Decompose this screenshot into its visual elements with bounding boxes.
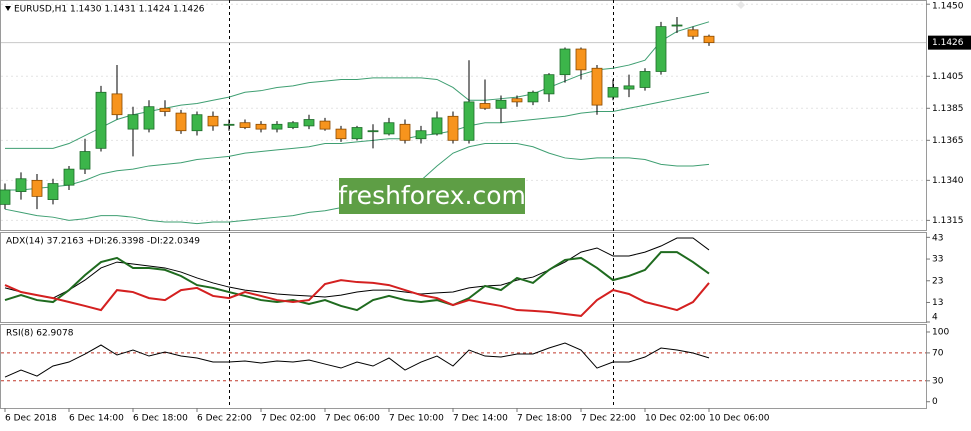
y-tick-label: 33 — [932, 255, 943, 265]
indicator-line — [4, 251, 710, 312]
candle-body — [415, 130, 427, 140]
main-panel — [0, 0, 927, 231]
y-tick-label: 30 — [932, 376, 944, 386]
corner-icon — [737, 1, 745, 9]
candle-body — [319, 120, 331, 130]
watermark-box — [339, 178, 525, 214]
x-tick-label: 7 Dec 02:00 — [261, 414, 316, 424]
candle-body — [207, 115, 219, 127]
candle-body — [47, 183, 59, 200]
candle-body — [527, 91, 539, 103]
candle-body — [479, 103, 491, 109]
candle-body — [511, 98, 523, 103]
x-tick-label: 6 Dec 22:00 — [197, 414, 252, 424]
candle-body — [95, 91, 107, 149]
candle-body — [303, 119, 315, 127]
band-line — [5, 91, 710, 191]
x-tick-label: 6 Dec 2018 — [5, 414, 57, 424]
candle-body — [655, 26, 667, 72]
candle-body — [671, 24, 683, 27]
candle-body — [639, 71, 651, 88]
watermark: freshforex.com — [338, 181, 526, 210]
candle-body — [367, 130, 379, 133]
y-tick-label: 70 — [932, 348, 944, 358]
candle-body — [335, 128, 347, 140]
candle-body — [127, 114, 139, 130]
candle-body — [575, 48, 587, 71]
x-tick-label: 6 Dec 18:00 — [133, 414, 188, 424]
candle-body — [607, 87, 619, 98]
indicator-line — [4, 237, 710, 299]
candle-body — [63, 168, 75, 186]
candle-body — [271, 123, 283, 130]
candle-body — [591, 67, 603, 106]
x-tick-label: 7 Dec 14:00 — [453, 414, 508, 424]
price-tag-label: 1.1426 — [932, 38, 964, 48]
candle-body — [31, 179, 43, 197]
x-tick-label: 7 Dec 22:00 — [581, 414, 636, 424]
candle-body — [143, 106, 155, 130]
y-tick-label: 43 — [932, 234, 943, 244]
candle-body — [447, 115, 459, 141]
y-tick-label: 100 — [932, 327, 949, 337]
candle-body — [0, 189, 11, 205]
candle-body — [495, 99, 507, 109]
candle-body — [351, 127, 363, 140]
y-tick-label: 0 — [932, 397, 938, 407]
y-tick-label: 1.1405 — [932, 72, 964, 82]
candle-body — [239, 122, 251, 128]
x-tick-label: 7 Dec 10:00 — [389, 414, 444, 424]
adx-title: ADX(14) 37.2163 +DI:26.3398 -DI:22.0349 — [6, 237, 200, 247]
candle-body — [159, 107, 171, 112]
y-tick-label: 1.1340 — [932, 176, 964, 186]
candle-body — [287, 122, 299, 128]
x-tick-label: 6 Dec 14:00 — [69, 414, 124, 424]
marks: 1.1450 1.1405 1.1385 1.1365 1.1340 1.1315 1.14… — [0, 2, 971, 424]
menu-arrow[interactable] — [5, 6, 11, 11]
candle-body — [383, 122, 395, 135]
y-tick-label: 1.1385 — [932, 104, 964, 114]
candle-body — [559, 48, 571, 76]
candle-body — [175, 112, 187, 132]
candle-body — [463, 101, 475, 141]
candle-body — [111, 93, 123, 116]
y-tick-label: 1.1365 — [932, 136, 964, 146]
y-tick-label: 13 — [932, 298, 943, 308]
candle-body — [687, 29, 699, 37]
candle-body — [223, 123, 235, 126]
y-tick-label: 1.1450 — [932, 2, 964, 12]
x-tick-label: 10 Dec 06:00 — [709, 414, 770, 424]
candle-body — [15, 178, 27, 192]
candle-body — [623, 85, 635, 90]
adx-panel — [0, 232, 927, 323]
price-tag — [928, 35, 971, 50]
x-tick-label: 7 Dec 18:00 — [517, 414, 572, 424]
candle-body — [703, 35, 715, 44]
indicator-line — [4, 342, 710, 378]
candle-body — [79, 151, 91, 170]
y-tick-label: 4 — [932, 313, 938, 323]
rsi-title: RSI(8) 62.9078 — [6, 329, 74, 339]
y-tick-label: 1.1315 — [932, 216, 964, 226]
indicator-line — [4, 279, 710, 317]
candle-body — [431, 117, 443, 135]
x-tick-label: 7 Dec 06:00 — [325, 414, 380, 424]
candle-body — [191, 114, 203, 132]
chart-title: EURUSD,H1 1.1430 1.1431 1.1424 1.1426 — [14, 5, 205, 15]
candle-body — [399, 123, 411, 141]
rsi-panel — [0, 324, 927, 409]
y-tick-label: 23 — [932, 276, 943, 286]
x-tick-label: 10 Dec 02:00 — [645, 414, 706, 424]
candle-body — [255, 123, 267, 130]
candle-body — [543, 74, 555, 95]
